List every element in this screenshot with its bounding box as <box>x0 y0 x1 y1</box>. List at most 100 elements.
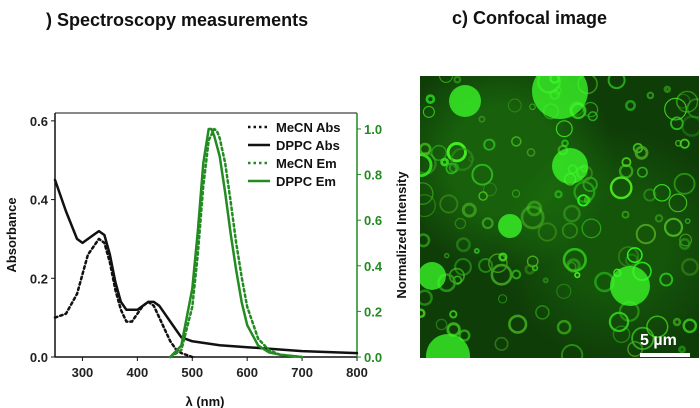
x-tick-label: 700 <box>291 365 313 380</box>
spectroscopy-chart: 300 400 500 600 700 8000.00.20.40.60.00.20.40… <box>4 112 409 408</box>
vesicle <box>663 217 684 237</box>
vesicle <box>455 237 471 253</box>
vesicle <box>646 91 655 100</box>
vesicle <box>443 252 450 259</box>
y-right-tick-label: 0.4 <box>364 259 383 274</box>
vesicle <box>574 272 581 279</box>
vesicle <box>670 116 684 131</box>
vesicle <box>636 166 648 178</box>
bright-spot <box>420 262 446 290</box>
vesicle <box>440 157 449 167</box>
bright-spot <box>498 214 522 238</box>
x-tick-label: 600 <box>236 365 258 380</box>
vesicle <box>488 253 508 273</box>
vesicle <box>481 217 494 230</box>
vesicle <box>607 76 626 90</box>
y-right-tick-label: 0.2 <box>364 304 382 319</box>
vesicle <box>446 142 467 163</box>
x-tick-label: 500 <box>181 365 203 380</box>
vesicle <box>556 319 572 335</box>
vesicle <box>537 222 557 242</box>
vesicle <box>612 325 631 344</box>
vesicle <box>507 98 522 113</box>
y-right-tick-label: 0.6 <box>364 213 382 228</box>
vesicle <box>420 142 432 156</box>
vesicle <box>484 138 496 151</box>
legend-label: MeCN Abs <box>276 120 341 135</box>
vesicle <box>679 138 690 149</box>
vesicle <box>420 233 431 248</box>
y-left-tick-label: 0.4 <box>30 193 49 208</box>
vesicle <box>686 98 699 119</box>
vesicle <box>508 314 528 334</box>
vesicle <box>627 341 644 357</box>
vesicle <box>675 93 691 109</box>
bright-spot <box>552 148 588 184</box>
vesicle <box>626 247 643 264</box>
vesicle <box>625 100 636 111</box>
vesicle <box>420 308 426 319</box>
series-line-dppc-abs <box>53 178 359 355</box>
vesicle <box>478 191 488 201</box>
bright-spot <box>532 76 588 119</box>
y-right-tick-label: 1.0 <box>364 122 382 137</box>
vesicle <box>684 218 691 225</box>
vesicle <box>562 247 587 273</box>
x-axis-label: λ (nm) <box>186 394 225 408</box>
vesicle <box>681 115 699 137</box>
vesicle <box>583 196 592 204</box>
y-right-tick-label: 0.8 <box>364 168 382 183</box>
vesicle <box>646 315 669 338</box>
vesicle <box>420 182 434 205</box>
vesicle <box>520 205 545 230</box>
vesicle <box>654 214 664 223</box>
y-left-tick-label: 0.0 <box>30 350 48 365</box>
vesicle <box>450 147 474 172</box>
vesicle <box>482 182 497 197</box>
vesicle <box>449 310 458 319</box>
y-axis-label-right: Normalized Intensity <box>394 171 409 299</box>
vesicle <box>582 101 599 118</box>
bright-spot <box>426 334 470 358</box>
vesicle <box>542 277 549 284</box>
vesicle <box>581 218 602 239</box>
vesicle <box>618 164 634 179</box>
vesicle <box>420 153 433 178</box>
scalebar-label: 5 µm <box>640 332 677 349</box>
confocal-speckles <box>420 76 699 358</box>
vesicle <box>679 233 692 247</box>
vesicle <box>422 105 435 118</box>
vesicle <box>420 289 433 306</box>
vesicle <box>621 210 630 219</box>
vesicle <box>526 255 539 268</box>
vesicle <box>556 283 572 299</box>
bright-spot <box>610 266 650 306</box>
vesicle <box>478 115 486 123</box>
vesicle <box>555 120 573 138</box>
y-left-tick-label: 0.2 <box>30 271 48 286</box>
x-tick-label: 800 <box>346 365 368 380</box>
confocal-image <box>420 76 699 358</box>
vesicle <box>560 344 584 358</box>
vesicle <box>511 269 522 280</box>
vesicle <box>561 222 578 239</box>
vesicle <box>676 90 699 113</box>
vesicle <box>498 294 508 304</box>
vesicle <box>458 329 471 342</box>
vesicle <box>511 189 521 198</box>
vesicle <box>420 194 436 218</box>
vesicle <box>494 336 509 351</box>
x-tick-label: 300 <box>72 365 94 380</box>
vesicle <box>587 111 598 122</box>
x-tick-label: 400 <box>127 365 149 380</box>
vesicle <box>563 204 581 223</box>
vesicle <box>439 76 453 83</box>
panel-title-spectroscopy: ) Spectroscopy measurements <box>46 10 309 30</box>
y-right-tick-label: 0.0 <box>364 350 382 365</box>
vesicle <box>454 217 467 230</box>
legend-label: MeCN Em <box>276 156 337 171</box>
vesicle <box>439 194 459 214</box>
vesicle <box>634 145 649 160</box>
vesicle <box>668 193 688 213</box>
vesicle <box>473 247 480 254</box>
